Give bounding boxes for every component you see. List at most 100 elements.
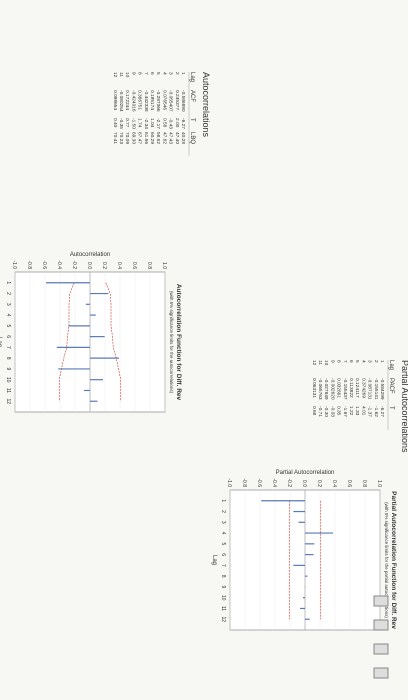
chart-subtitle: (with 5% significance limits for the par… xyxy=(384,502,389,618)
x-tick-label: 1 xyxy=(5,281,11,284)
print-icon[interactable] xyxy=(373,667,389,679)
table-cell: 47.43 xyxy=(168,132,174,144)
table-cell: -0.155141 xyxy=(373,378,379,400)
y-tick-label: -0.8 xyxy=(241,478,247,487)
table-cell: -2.17 xyxy=(155,118,161,129)
table-cell: 69.30 xyxy=(130,132,136,144)
table-cell: 0.032661 xyxy=(336,378,342,398)
table-cell: 10 xyxy=(323,360,329,366)
acf-table-title: Autocorrelations xyxy=(201,72,211,138)
table-cell: 61.56 xyxy=(143,132,149,144)
y-tick-label: 1.0 xyxy=(161,262,167,269)
y-tick-label: -0.4 xyxy=(271,478,277,487)
y-tick-label: -0.8 xyxy=(26,260,32,269)
y-tick-label: 0.0 xyxy=(86,262,92,269)
table-cell: -0.35 xyxy=(118,118,124,129)
table-header-lag: Lag xyxy=(189,72,195,82)
table-cell: 0.386751 xyxy=(137,90,143,110)
table-cell: -1.37 xyxy=(367,406,373,417)
table-cell: 8 xyxy=(137,72,143,75)
x-tick-label: 7 xyxy=(220,564,226,567)
table-cell: 10 xyxy=(124,72,130,78)
table-header-pacf: PACF xyxy=(388,378,394,394)
x-tick-label: 8 xyxy=(220,575,226,578)
acf-chart: 1.00.80.60.40.20.0-0.2-0.4-0.6-0.8-1.012… xyxy=(0,252,182,413)
x-tick-label: 6 xyxy=(220,553,226,556)
table-cell: -0.03 xyxy=(329,406,335,417)
y-tick-label: 0.2 xyxy=(101,262,107,269)
table-cell: 7 xyxy=(143,72,149,75)
table-cell: 1.22 xyxy=(348,406,354,416)
table-cell: -0.027849 xyxy=(323,378,329,400)
x-tick-label: 11 xyxy=(5,388,11,393)
x-tick-label: 5 xyxy=(220,542,226,545)
table-cell: 70.09 xyxy=(124,132,130,144)
y-tick-label: -0.6 xyxy=(256,478,262,487)
table-cell: -1.62 xyxy=(373,406,379,417)
table-cell: 40.28 xyxy=(180,132,186,144)
x-tick-label: 9 xyxy=(220,586,226,589)
chart-subtitle: (with 5% significance limits for the aut… xyxy=(169,291,174,394)
y-tick-label: 0.0 xyxy=(301,480,307,487)
table-header-lag: Lag xyxy=(388,360,394,370)
table-cell: -0.424016 xyxy=(130,90,136,112)
table-header-lbq: LBQ xyxy=(189,132,195,144)
x-tick-label: 7 xyxy=(5,346,11,349)
table-cell: -0.30 xyxy=(323,406,329,417)
table-header-t: T xyxy=(189,118,195,122)
table-cell: -0.055407 xyxy=(168,90,174,112)
table-cell: -0.442338 xyxy=(143,90,149,112)
y-tick-label: 0.6 xyxy=(346,480,352,487)
table-cell: -0.584299 xyxy=(379,378,385,400)
table-cell: 0.40 xyxy=(112,118,118,128)
table-cell: 60.29 xyxy=(149,132,155,144)
y-tick-label: -0.2 xyxy=(71,260,77,269)
table-cell: -0.43 xyxy=(168,118,174,129)
x-axis-label: Lag xyxy=(0,337,2,347)
grid-icon[interactable] xyxy=(373,619,389,631)
table-cell: 4 xyxy=(360,360,366,363)
x-tick-label: 11 xyxy=(220,606,226,611)
acf-section: Autocorrelations Lag ACF T LBQ 1 -0.586890 -6.… xyxy=(0,72,211,413)
y-tick-label: -1.0 xyxy=(11,260,17,269)
table-cell: 7 xyxy=(342,360,348,363)
x-tick-label: 2 xyxy=(220,510,226,513)
table-cell: 9 xyxy=(130,72,136,75)
pacf-section: Partial Autocorrelations Lag PACF T 1 -0.584… xyxy=(211,360,408,631)
table-cell: -1.50 xyxy=(130,118,136,129)
table-cell: -0.080254 xyxy=(118,90,124,112)
table-cell: 4.01 xyxy=(360,406,366,416)
table-cell: -0.586890 xyxy=(180,90,186,112)
y-tick-label: -0.4 xyxy=(56,260,62,269)
table-cell: 2 xyxy=(373,360,379,363)
table-cell: 1 xyxy=(379,360,385,363)
x-axis-label: Lag xyxy=(211,555,217,565)
table-cell: 1.33 xyxy=(354,406,360,416)
table-cell: 0.68 xyxy=(311,406,317,416)
x-tick-label: 4 xyxy=(5,314,11,317)
table-cell: 0.245377 xyxy=(174,90,180,110)
table-cell: -1.67 xyxy=(342,406,348,417)
x-tick-label: 1 xyxy=(220,499,226,502)
table-cell: 0.063131 xyxy=(311,378,317,398)
table-cell: -0.002620 xyxy=(329,378,335,400)
acf-table: Lag ACF T LBQ 1 -0.586890 -6.27 40.28 2 0.245377 2… xyxy=(112,72,195,156)
table-cell: -0.087131 xyxy=(367,378,373,400)
table-cell: 0.076546 xyxy=(161,90,167,110)
chart-title: Partial Autocorrelation Function for Dif… xyxy=(390,491,397,629)
table-cell: 12 xyxy=(311,360,317,366)
table-cell: 67.47 xyxy=(137,132,143,144)
layout-icon[interactable] xyxy=(373,643,389,655)
chart-title: Autocorrelation Function for Diff. Rev xyxy=(175,284,182,401)
y-tick-label: 0.4 xyxy=(331,480,337,487)
table-cell: 0.113822 xyxy=(348,378,354,398)
zoom-icon[interactable] xyxy=(373,595,389,607)
y-tick-label: 1.0 xyxy=(376,480,382,487)
table-cell: 47.40 xyxy=(174,132,180,144)
viewer-toolbar xyxy=(373,595,389,679)
pacf-table: Lag PACF T 1 -0.584299 -6.27 2 -0.155141 -1.62 3 -… xyxy=(311,360,394,430)
table-cell: 12 xyxy=(112,72,118,78)
y-tick-label: 0.6 xyxy=(131,262,137,269)
